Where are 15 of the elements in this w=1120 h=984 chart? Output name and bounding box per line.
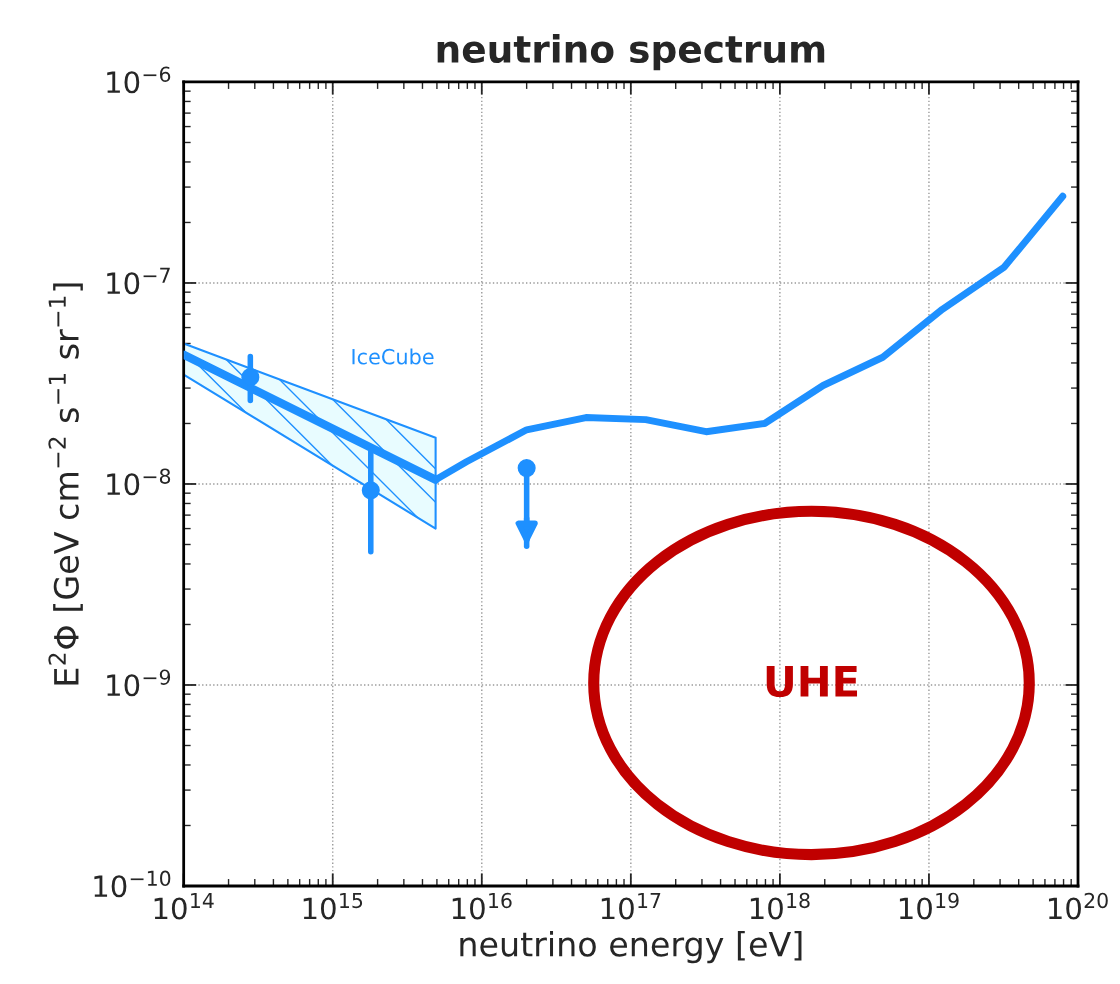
x-tick-label: 10$^{19}$ [899, 892, 959, 920]
x-tick-label: 10$^{17}$ [601, 893, 661, 920]
x-tick-label: 10$^{16}$ [452, 892, 512, 920]
x-tick-label: 10$^{18}$ [750, 892, 810, 920]
text: IceCube [352, 348, 434, 365]
y-tick-label: 10$^{−9}$ [107, 669, 171, 697]
x-tick-label: 10$^{20}$ [1048, 892, 1108, 920]
text: E$^{2}$Φ [GeV cm$^{−2}$ s$^{−1}$ sr$^{−1}$] [48, 283, 83, 685]
y-tick-label: 10$^{−7}$ [107, 267, 170, 295]
chart-title: neutrino spectrum [437, 34, 825, 71]
y-tick-label: 10$^{−8}$ [107, 468, 171, 496]
y-tick-label: 10$^{−6}$ [107, 66, 171, 94]
x-axis-title: neutrino energy [eV] [460, 930, 802, 964]
x-tick-label: 10$^{15}$ [303, 893, 363, 920]
annotation: UHE [766, 666, 858, 698]
